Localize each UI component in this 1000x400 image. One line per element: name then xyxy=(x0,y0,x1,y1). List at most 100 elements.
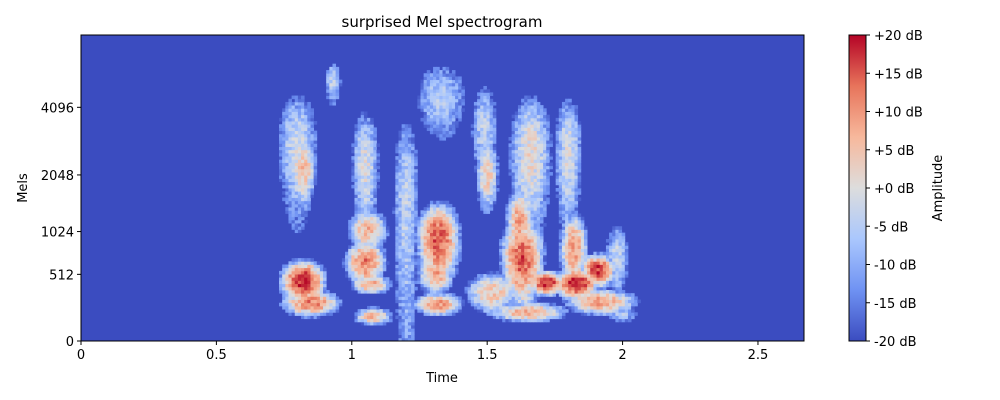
heatmap-cell xyxy=(354,207,359,211)
heatmap-cell xyxy=(423,92,428,96)
heatmap-cell xyxy=(580,277,585,281)
heatmap-cell xyxy=(351,245,355,249)
heatmap-cell xyxy=(411,337,415,342)
heatmap-cell xyxy=(483,293,487,297)
heatmap-cell xyxy=(407,229,412,234)
heatmap-cell xyxy=(451,219,456,224)
heatmap-cell xyxy=(363,264,368,269)
heatmap-cell xyxy=(307,149,311,154)
heatmap-cell xyxy=(439,245,443,249)
heatmap-cell xyxy=(527,149,531,154)
heatmap-cell xyxy=(401,207,406,211)
heatmap-cell xyxy=(291,149,296,154)
heatmap-cell xyxy=(511,245,516,249)
heatmap-cell xyxy=(521,207,525,211)
heatmap-cell xyxy=(565,270,569,275)
heatmap-cell xyxy=(442,242,447,246)
heatmap-cell xyxy=(530,261,535,265)
heatmap-cell xyxy=(558,159,563,163)
heatmap-cell xyxy=(561,251,566,256)
heatmap-cell xyxy=(555,124,560,128)
heatmap-cell xyxy=(354,168,359,173)
heatmap-cell xyxy=(543,159,547,163)
heatmap-cell xyxy=(489,101,494,106)
heatmap-cell xyxy=(357,267,362,272)
heatmap-cell xyxy=(524,175,528,179)
heatmap-cell xyxy=(539,124,544,128)
heatmap-cell xyxy=(609,305,613,310)
heatmap-cell xyxy=(354,156,359,160)
heatmap-cell xyxy=(357,149,362,154)
heatmap-cell xyxy=(282,305,286,310)
heatmap-cell xyxy=(521,226,525,230)
heatmap-cell xyxy=(514,127,519,132)
heatmap-cell xyxy=(596,261,601,265)
heatmap-cell xyxy=(521,309,525,313)
heatmap-cell xyxy=(445,280,450,285)
heatmap-cell xyxy=(297,181,302,186)
heatmap-cell xyxy=(561,270,566,275)
heatmap-cell xyxy=(596,305,601,310)
heatmap-cell xyxy=(577,229,582,234)
heatmap-cell xyxy=(555,149,560,154)
heatmap-cell xyxy=(301,159,305,163)
heatmap-cell xyxy=(282,162,286,167)
heatmap-cell xyxy=(574,127,579,132)
heatmap-cell xyxy=(451,210,456,214)
heatmap-cell xyxy=(411,137,415,141)
heatmap-cell xyxy=(401,143,406,147)
heatmap-cell xyxy=(307,290,311,294)
heatmap-cell xyxy=(451,213,456,218)
heatmap-cell xyxy=(442,95,447,100)
heatmap-cell xyxy=(351,165,355,170)
heatmap-cell xyxy=(423,245,428,249)
heatmap-cell xyxy=(524,121,528,125)
heatmap-cell xyxy=(307,264,311,269)
heatmap-cell xyxy=(536,302,541,307)
heatmap-cell xyxy=(486,283,491,288)
heatmap-cell xyxy=(514,172,519,176)
heatmap-cell xyxy=(285,124,289,128)
heatmap-cell xyxy=(492,184,497,189)
heatmap-cell xyxy=(304,117,308,122)
heatmap-cell xyxy=(533,203,538,208)
heatmap-cell xyxy=(539,242,544,246)
heatmap-cell xyxy=(429,261,434,265)
heatmap-cell xyxy=(590,286,594,291)
heatmap-cell xyxy=(561,299,566,304)
heatmap-cell xyxy=(354,277,359,281)
heatmap-cell xyxy=(565,280,569,285)
heatmap-cell xyxy=(511,149,516,154)
heatmap-cell xyxy=(571,117,575,122)
heatmap-cell xyxy=(455,79,459,84)
heatmap-cell xyxy=(294,258,299,262)
heatmap-cell xyxy=(483,200,487,205)
heatmap-cell xyxy=(297,178,302,183)
heatmap-cell xyxy=(376,229,381,234)
heatmap-cell xyxy=(574,200,579,205)
heatmap-cell xyxy=(521,229,525,234)
heatmap-cell xyxy=(574,286,579,291)
heatmap-cell xyxy=(577,267,582,272)
heatmap-cell xyxy=(511,239,516,243)
heatmap-cell xyxy=(411,156,415,160)
heatmap-cell xyxy=(602,267,607,272)
heatmap-cell xyxy=(294,146,299,151)
heatmap-cell xyxy=(294,98,299,103)
heatmap-cell xyxy=(423,239,428,243)
heatmap-cell xyxy=(329,98,333,103)
heatmap-cell xyxy=(379,277,384,281)
heatmap-cell xyxy=(580,290,585,294)
heatmap-cell xyxy=(401,152,406,157)
heatmap-cell xyxy=(555,133,560,138)
heatmap-cell xyxy=(433,124,437,128)
heatmap-cell xyxy=(414,245,418,249)
heatmap-cell xyxy=(423,254,428,259)
heatmap-cell xyxy=(571,111,575,116)
heatmap-cell xyxy=(329,101,333,106)
heatmap-cell xyxy=(363,321,368,326)
heatmap-cell xyxy=(414,159,418,163)
heatmap-cell xyxy=(508,258,513,262)
heatmap-cell xyxy=(571,140,575,144)
heatmap-cell xyxy=(404,127,409,132)
